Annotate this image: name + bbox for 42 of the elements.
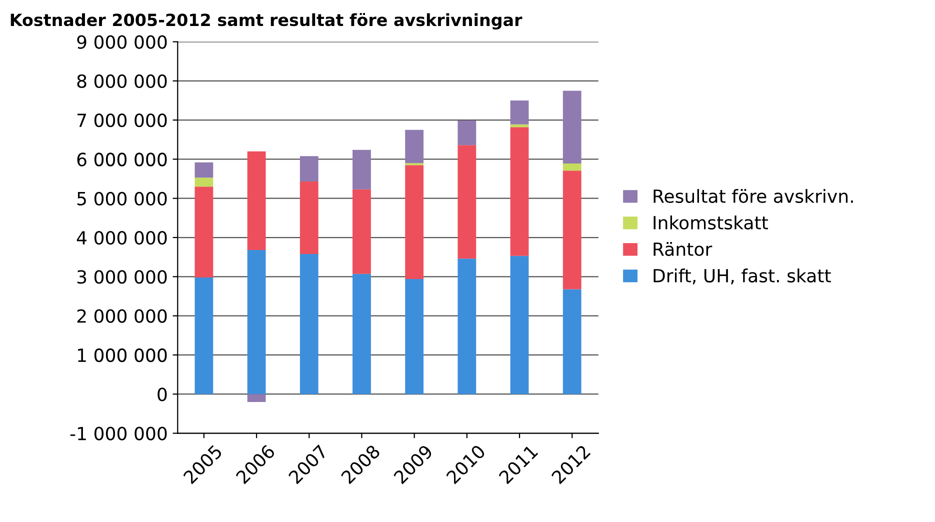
bar bbox=[352, 150, 371, 190]
bar bbox=[247, 250, 266, 394]
bar bbox=[510, 256, 529, 394]
bar bbox=[562, 164, 582, 171]
bar bbox=[510, 100, 529, 124]
y-tick-label: 2 000 000 bbox=[77, 309, 167, 323]
bar bbox=[352, 189, 371, 274]
y-tick-label: 5 000 000 bbox=[77, 192, 167, 206]
y-tick-label: 3 000 000 bbox=[77, 270, 167, 284]
bar bbox=[562, 90, 582, 164]
bar bbox=[458, 258, 476, 394]
y-tick-label: 4 000 000 bbox=[76, 230, 167, 245]
legend-label: Inkomstskatt bbox=[654, 216, 768, 230]
y-tick-label: -1 000 000 bbox=[70, 426, 167, 440]
bar bbox=[194, 186, 214, 278]
y-tick-label: 1 000 000 bbox=[78, 348, 167, 362]
legend-label: Drift, UH, fast. skatt bbox=[654, 268, 831, 284]
bar bbox=[405, 165, 424, 280]
y-tick-label: 8 000 000 bbox=[77, 74, 167, 88]
bar bbox=[194, 178, 214, 187]
bar bbox=[352, 274, 371, 394]
bar bbox=[405, 279, 424, 394]
bar bbox=[300, 156, 318, 182]
bar bbox=[194, 162, 214, 178]
bar bbox=[458, 145, 476, 259]
bar bbox=[458, 120, 476, 146]
chart-title: Kostnader 2005-2012 samt resultat före avskrivningar bbox=[10, 13, 522, 30]
bar bbox=[510, 127, 529, 256]
y-tick-label: 6 000 000 bbox=[77, 152, 167, 166]
bar bbox=[300, 182, 318, 254]
bar bbox=[405, 130, 424, 164]
y-tick-label: 0 bbox=[158, 388, 167, 402]
bar bbox=[562, 170, 582, 290]
bar bbox=[247, 151, 266, 250]
bar bbox=[562, 289, 582, 394]
bar bbox=[194, 277, 214, 394]
bar bbox=[247, 394, 266, 402]
bar bbox=[300, 254, 318, 394]
y-tick-label: 7 000 000 bbox=[78, 114, 167, 128]
legend-label: Resultat före avskrivn. bbox=[654, 189, 853, 203]
legend-label: Räntor bbox=[654, 242, 712, 256]
y-tick-label: 9 000 000 bbox=[77, 35, 167, 49]
